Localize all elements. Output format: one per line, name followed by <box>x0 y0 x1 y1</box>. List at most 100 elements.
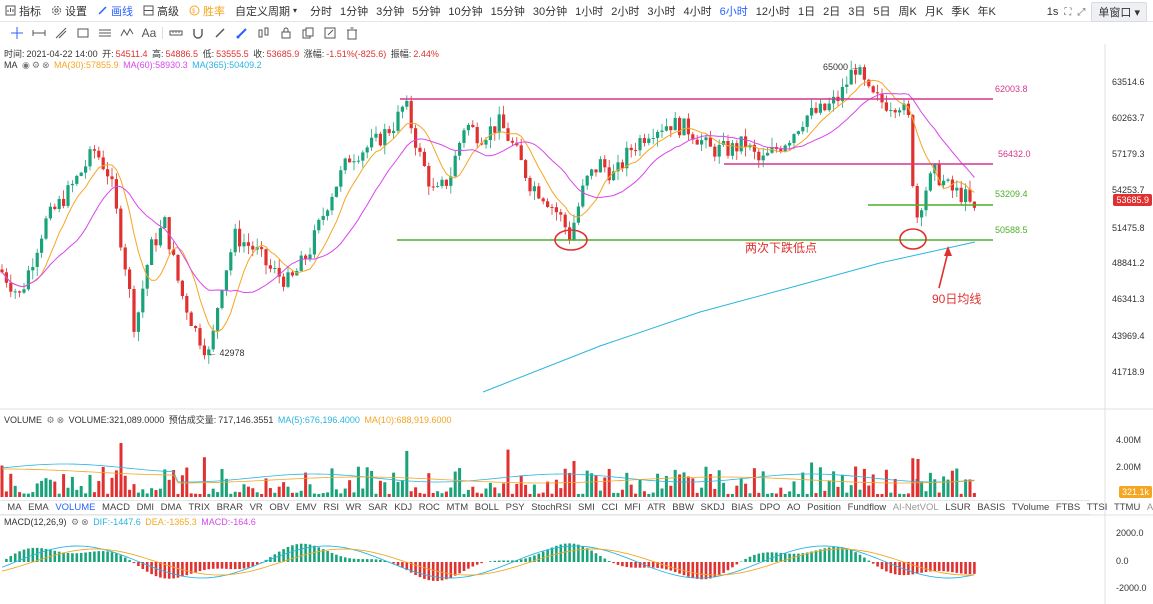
text-tool[interactable]: Aa <box>138 23 160 43</box>
period-12[interactable]: 12小时 <box>755 5 791 18</box>
period-19[interactable]: 季K <box>951 5 970 18</box>
indicator-19[interactable]: StochRSI <box>531 502 572 513</box>
indicator-14[interactable]: KDJ <box>394 502 413 513</box>
link-tool[interactable] <box>209 23 231 43</box>
period-4[interactable]: 10分钟 <box>448 5 483 18</box>
volume-bar <box>400 480 404 497</box>
indicator-38[interactable]: AI-BSI <box>1146 502 1153 513</box>
lock-tool[interactable] <box>275 23 297 43</box>
indicator-23[interactable]: ATR <box>647 502 666 513</box>
indicator-16[interactable]: MTM <box>446 502 469 513</box>
measure-tool[interactable] <box>165 23 187 43</box>
close-icon[interactable]: ⊗ <box>81 517 89 527</box>
settings-button[interactable]: 设置 <box>46 3 92 19</box>
period-17[interactable]: 周K <box>898 5 917 18</box>
indicator-31[interactable]: AI-NetVOL <box>892 502 939 513</box>
indicator-37[interactable]: TTMU <box>1113 502 1141 513</box>
indicator-6[interactable]: TRIX <box>188 502 210 513</box>
bars-tool[interactable] <box>253 23 275 43</box>
indicator-33[interactable]: BASIS <box>977 502 1006 513</box>
indicator-18[interactable]: PSY <box>505 502 525 513</box>
volume-bar <box>339 493 343 497</box>
period-11[interactable]: 6小时 <box>719 5 748 18</box>
single-window-dropdown[interactable]: 单窗口 ▾ <box>1091 2 1147 22</box>
crosshair-tool[interactable] <box>6 23 28 43</box>
indicator-24[interactable]: BBW <box>672 502 694 513</box>
indicator-15[interactable]: ROC <box>418 502 440 513</box>
indicator-17[interactable]: BOLL <box>474 502 500 513</box>
brush-tool[interactable] <box>231 23 253 43</box>
expand-icon[interactable]: ⤢ <box>1077 6 1086 18</box>
indicator-21[interactable]: CCI <box>601 502 618 513</box>
interval-value[interactable]: 1s <box>1046 6 1059 18</box>
period-1[interactable]: 1分钟 <box>340 5 369 18</box>
period-18[interactable]: 月K <box>924 5 944 18</box>
close-icon[interactable]: ⊗ <box>56 415 65 425</box>
indicator-32[interactable]: LSUR <box>945 502 971 513</box>
period-9[interactable]: 3小时 <box>647 5 676 18</box>
indicator-3[interactable]: MACD <box>102 502 131 513</box>
period-6[interactable]: 30分钟 <box>532 5 568 18</box>
fib-tool[interactable] <box>94 23 116 43</box>
period-16[interactable]: 5日 <box>873 5 891 18</box>
winrate-button[interactable]: $ 胜率 <box>184 3 230 19</box>
indicator-13[interactable]: SAR <box>368 502 388 513</box>
period-13[interactable]: 1日 <box>798 5 816 18</box>
volume-bar <box>150 488 154 497</box>
period-5[interactable]: 15分钟 <box>490 5 525 18</box>
delete-tool[interactable] <box>341 23 363 43</box>
indicator-12[interactable]: WR <box>345 502 362 513</box>
period-7[interactable]: 1小时 <box>575 5 604 18</box>
indicator-4[interactable]: DMI <box>136 502 155 513</box>
indicator-2[interactable]: VOLUME <box>55 502 96 513</box>
copy-tool[interactable] <box>297 23 319 43</box>
chevron-down-icon: ▾ <box>293 6 298 15</box>
period-0[interactable]: 分时 <box>310 5 333 18</box>
period-20[interactable]: 年K <box>977 5 996 18</box>
indicator-29[interactable]: Position <box>807 502 841 513</box>
indicator-28[interactable]: AO <box>786 502 801 513</box>
gear-icon[interactable]: ⚙ <box>31 60 40 70</box>
indicator-26[interactable]: BIAS <box>731 502 754 513</box>
magnet-tool[interactable] <box>187 23 209 43</box>
indicator-20[interactable]: SMI <box>577 502 595 513</box>
draw-button[interactable]: 画线 <box>92 3 138 19</box>
candle-body <box>163 217 167 229</box>
indicator-10[interactable]: EMV <box>296 502 317 513</box>
trend-line-tool[interactable] <box>50 23 72 43</box>
indicator-22[interactable]: MFI <box>624 502 641 513</box>
indicator-8[interactable]: VR <box>249 502 263 513</box>
wave-tool[interactable] <box>116 23 138 43</box>
indicator-1[interactable]: EMA <box>28 502 49 513</box>
advanced-button[interactable]: 高级 <box>138 3 184 19</box>
indicator-7[interactable]: BRAR <box>216 502 243 513</box>
indicator-9[interactable]: OBV <box>269 502 290 513</box>
indicator-30[interactable]: Fundflow <box>847 502 887 513</box>
indicator-35[interactable]: FTBS <box>1055 502 1081 513</box>
gear-icon[interactable]: ⚙ <box>71 517 80 527</box>
indicator-25[interactable]: SKDJ <box>700 502 725 513</box>
period-3[interactable]: 5分钟 <box>412 5 441 18</box>
gear-icon[interactable]: ⚙ <box>46 415 55 425</box>
indicator-34[interactable]: TVolume <box>1011 502 1050 513</box>
period-15[interactable]: 3日 <box>848 5 866 18</box>
eye-icon[interactable]: ◉ <box>22 60 30 70</box>
indicator-0[interactable]: MA <box>7 502 22 513</box>
rectangle-tool[interactable] <box>72 23 94 43</box>
indicator-5[interactable]: DMA <box>160 502 182 513</box>
edit-tool[interactable] <box>319 23 341 43</box>
period-8[interactable]: 2小时 <box>611 5 640 18</box>
fullscreen-icon[interactable]: ⛶ <box>1064 6 1072 18</box>
period-10[interactable]: 4小时 <box>683 5 712 18</box>
custom-period-dropdown[interactable]: 自定义周期 ▾ <box>230 3 302 19</box>
indicator-27[interactable]: DPO <box>759 502 781 513</box>
horizontal-line-tool[interactable] <box>28 23 50 43</box>
close-icon[interactable]: ⊗ <box>41 60 50 70</box>
price-axis-label: 63514.6 <box>1112 77 1145 87</box>
indicators-button[interactable]: 指标 <box>0 3 46 19</box>
indicator-36[interactable]: TTSI <box>1086 502 1108 513</box>
period-2[interactable]: 3分钟 <box>376 5 405 18</box>
period-14[interactable]: 2日 <box>823 5 841 18</box>
indicator-11[interactable]: RSI <box>323 502 340 513</box>
